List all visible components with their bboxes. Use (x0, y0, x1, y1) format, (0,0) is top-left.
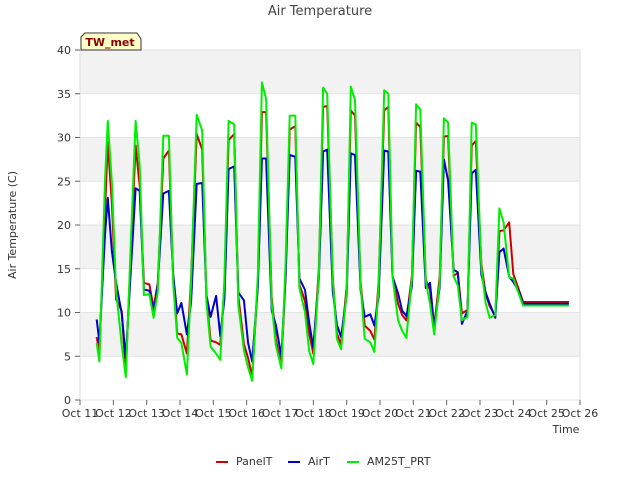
x-tick-label: Oct 20 (362, 407, 399, 420)
y-tick-label: 0 (64, 394, 71, 407)
chart-title: Air Temperature (268, 4, 372, 19)
x-tick-label: Oct 21 (395, 407, 432, 420)
x-tick-label: Oct 24 (495, 407, 532, 420)
plot-band (80, 356, 580, 400)
y-tick-label: 10 (57, 307, 71, 320)
x-tick-label: Oct 12 (95, 407, 132, 420)
y-tick-label: 15 (57, 263, 71, 276)
y-tick-label: 30 (57, 132, 71, 145)
legend-label-panelt: PanelT (236, 455, 273, 468)
x-tick-label: Oct 26 (562, 407, 599, 420)
legend: PanelT AirT AM25T_PRT (216, 455, 431, 468)
x-tick-label: Oct 11 (62, 407, 99, 420)
plot-band (80, 93, 580, 138)
x-tick-label: Oct 22 (428, 407, 465, 420)
y-tick-label: 35 (57, 88, 71, 101)
station-label-background (80, 32, 142, 51)
x-tick-label: Oct 18 (295, 407, 332, 420)
x-tick-label: Oct 19 (328, 407, 365, 420)
y-tick-label: 5 (64, 350, 71, 363)
x-tick-label: Oct 17 (262, 407, 299, 420)
y-tick-label: 25 (57, 175, 71, 188)
plot-band (80, 312, 580, 357)
series-lines (95, 81, 569, 382)
x-tick-label: Oct 25 (528, 407, 565, 420)
legend-label-am25t-prt: AM25T_PRT (367, 455, 431, 468)
x-tick-label: Oct 23 (462, 407, 499, 420)
x-axis-label: Time (552, 423, 580, 436)
series-line-am25t-prt (95, 81, 569, 382)
station-label: TW_met (85, 36, 134, 49)
x-tick-label: Oct 16 (228, 407, 265, 420)
y-axis-label: Air Temperature (C) (6, 171, 19, 279)
x-tick-label: Oct 15 (195, 407, 232, 420)
x-tick-label: Oct 14 (162, 407, 199, 420)
x-tick-label: Oct 13 (128, 407, 165, 420)
y-axis-ticks: 0 5 10 15 20 25 30 35 40 (57, 44, 80, 407)
plot-band (80, 50, 580, 94)
station-label-box: TW_met (80, 32, 142, 51)
y-tick-label: 20 (57, 219, 71, 232)
y-tick-label: 40 (57, 44, 71, 57)
legend-label-airt: AirT (308, 455, 330, 468)
